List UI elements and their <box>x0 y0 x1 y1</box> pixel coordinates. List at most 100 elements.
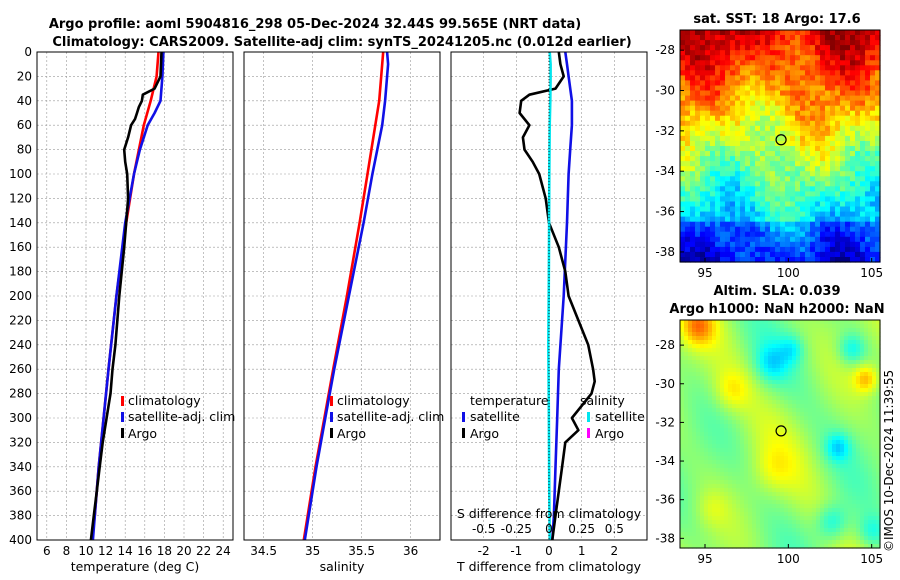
map-cell <box>836 416 841 421</box>
map-cell <box>824 356 829 361</box>
map-cell <box>696 468 701 473</box>
map-cell <box>836 328 841 333</box>
map-cell <box>715 236 721 243</box>
map-cell <box>708 544 713 549</box>
map-cell <box>695 90 701 97</box>
map-cell <box>836 448 841 453</box>
map-cell <box>835 226 841 233</box>
map-cell <box>810 216 816 223</box>
map-cell <box>860 356 865 361</box>
map-cell <box>816 528 821 533</box>
map-cell <box>780 85 786 92</box>
map-cell <box>755 146 761 152</box>
map-cell <box>768 376 773 381</box>
map-cell <box>688 380 693 385</box>
map-cell <box>756 332 761 337</box>
map-cell <box>725 105 731 112</box>
map-cell <box>776 408 781 413</box>
map-cell <box>832 416 837 421</box>
map-cell <box>848 444 853 449</box>
map-cell <box>790 45 796 51</box>
map-cell <box>728 432 733 437</box>
map-cell <box>745 65 751 71</box>
map-cell <box>785 115 791 122</box>
map-cell <box>730 226 736 233</box>
map-cell <box>760 60 766 66</box>
map-cell <box>820 85 826 92</box>
map-cell <box>775 105 781 112</box>
map-cell <box>844 524 849 529</box>
map-cell <box>725 226 731 233</box>
map-cell <box>748 512 753 517</box>
map-cell <box>740 348 745 353</box>
map-cell <box>710 125 716 132</box>
map-cell <box>732 348 737 353</box>
map-cell <box>710 161 716 167</box>
map-cell <box>688 416 693 421</box>
y-tick-label: 200 <box>9 289 32 303</box>
map-cell <box>756 532 761 537</box>
map-cell <box>760 246 766 253</box>
map-cell <box>852 368 857 373</box>
map-cell <box>764 448 769 453</box>
map-cell <box>860 456 865 461</box>
map-cell <box>800 40 806 46</box>
map-cell <box>780 544 785 549</box>
map-cell <box>820 464 825 469</box>
map-cell <box>810 120 816 127</box>
map-cell <box>764 352 769 357</box>
map-cell <box>684 528 689 533</box>
map-cell <box>876 524 881 529</box>
map-cell <box>688 428 693 433</box>
map-cell <box>696 452 701 457</box>
map-cell <box>705 125 711 132</box>
map-cell <box>868 340 873 345</box>
map-cell <box>752 440 757 445</box>
map-cell <box>850 110 856 117</box>
map-cell <box>692 396 697 401</box>
map-cell <box>784 340 789 345</box>
map-cell <box>840 428 845 433</box>
map-cell <box>685 65 691 71</box>
map-cell <box>800 392 805 397</box>
map-cell <box>788 356 793 361</box>
map-cell <box>784 524 789 529</box>
map-cell <box>824 388 829 393</box>
map-cell <box>756 528 761 533</box>
map-cell <box>700 480 705 485</box>
map-cell <box>716 392 721 397</box>
map-cell <box>848 504 853 509</box>
map-cell <box>695 120 701 127</box>
map-cell <box>736 328 741 333</box>
map-cell <box>696 516 701 521</box>
map-cell <box>750 141 756 147</box>
map-cell <box>775 211 781 218</box>
map-cell <box>790 166 796 172</box>
map-cell <box>840 420 845 425</box>
map-cell <box>775 60 781 66</box>
map-cell <box>728 424 733 429</box>
map-cell <box>770 105 776 112</box>
map-cell <box>736 372 741 377</box>
map-cell <box>810 70 816 76</box>
map-cell <box>788 428 793 433</box>
map-cell <box>850 100 856 107</box>
map-cell <box>805 171 811 177</box>
map-cell <box>850 226 856 233</box>
map-cell <box>725 221 731 228</box>
map-cell <box>704 420 709 425</box>
map-cell <box>776 372 781 377</box>
map-cell <box>688 420 693 425</box>
map-cell <box>830 241 836 248</box>
map-cell <box>712 440 717 445</box>
map-cell <box>820 456 825 461</box>
map-cell <box>745 110 751 117</box>
map-cell <box>860 460 865 465</box>
map-cell <box>765 206 771 213</box>
map-cell <box>745 80 751 86</box>
map-cell <box>875 65 881 71</box>
map-cell <box>815 110 821 117</box>
map-cell <box>732 416 737 421</box>
map-cell <box>710 151 716 157</box>
map-cell <box>780 55 786 61</box>
